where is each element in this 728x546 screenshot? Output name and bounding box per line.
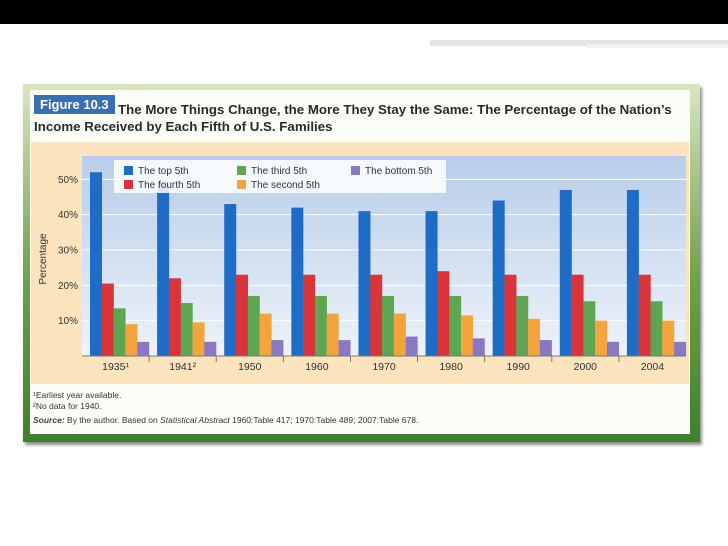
legend-label: The bottom 5th [365,166,432,177]
legend-label: The fourth 5th [138,180,200,191]
bar [626,189,639,356]
slide-header-accent [430,40,728,46]
x-tick-label: 1950 [238,361,262,373]
legend-label: The top 5th [138,166,189,177]
x-tick-label: 1980 [439,361,463,373]
bar [460,315,473,356]
figure-label: Figure 10.3 [34,95,115,114]
slide-top-bar [0,0,728,24]
bar [662,320,675,356]
bar [504,274,517,356]
bar [168,278,181,356]
y-tick-label: 10% [58,316,78,327]
bar [539,340,552,356]
bar [393,313,406,356]
bar [405,336,418,356]
bar [90,172,102,356]
legend-box [114,160,446,193]
source-note: Source: By the author. Based on Statisti… [33,415,419,425]
legend-label: The second 5th [251,180,320,191]
x-tick-label: 1990 [507,361,531,373]
bar [595,320,608,356]
x-tick-label: 1941² [169,361,196,373]
bar [247,295,260,356]
legend-swatch [237,180,246,189]
bar [180,303,193,356]
legend-swatch [124,166,133,175]
bar [338,340,351,356]
bar [101,283,114,356]
bar [204,341,217,356]
bar [449,295,462,356]
bar [674,341,687,356]
legend-label: The third 5th [251,166,307,177]
bar [516,295,529,356]
bar [125,324,138,356]
legend-swatch [237,166,246,175]
x-tick-label: 2000 [574,361,598,373]
bar [492,200,505,356]
bar [326,313,339,356]
bar [571,274,584,356]
bar [638,274,651,356]
bar [271,340,284,356]
figure-notes: ¹Earliest year available. ²No data for 1… [33,390,418,426]
bar [425,211,438,356]
bar [236,274,249,356]
bar [303,274,316,356]
y-tick-label: 20% [58,281,78,292]
x-tick-label: 2004 [641,361,665,373]
bar [528,318,541,356]
legend-swatch [124,180,133,189]
y-axis-label: Percentage [38,233,49,285]
bar [382,295,395,356]
bar [358,211,371,356]
x-tick-label: 1960 [305,361,329,373]
y-tick-label: 40% [58,210,78,221]
figure-title: The More Things Change, the More They St… [34,102,672,134]
bar [559,189,572,356]
x-tick-label: 1970 [372,361,396,373]
y-tick-label: 50% [58,175,78,186]
bar [113,308,126,356]
bar [224,204,237,356]
bar [650,301,663,356]
legend-swatch [351,166,360,175]
bar [437,271,450,356]
bar [472,338,485,356]
bar [259,313,272,356]
bar [314,295,327,356]
bar [370,274,383,356]
bar [137,341,150,356]
y-tick-label: 30% [58,246,78,257]
x-tick-label: 1935¹ [102,361,129,373]
footnote-2: ²No data for 1940. [33,401,102,411]
bar [157,182,170,356]
bar [606,341,619,356]
bar [291,207,304,356]
slide-header-accent-light [586,44,728,48]
footnote-1: ¹Earliest year available. [33,390,122,400]
bar [583,301,596,356]
bar [192,322,205,356]
